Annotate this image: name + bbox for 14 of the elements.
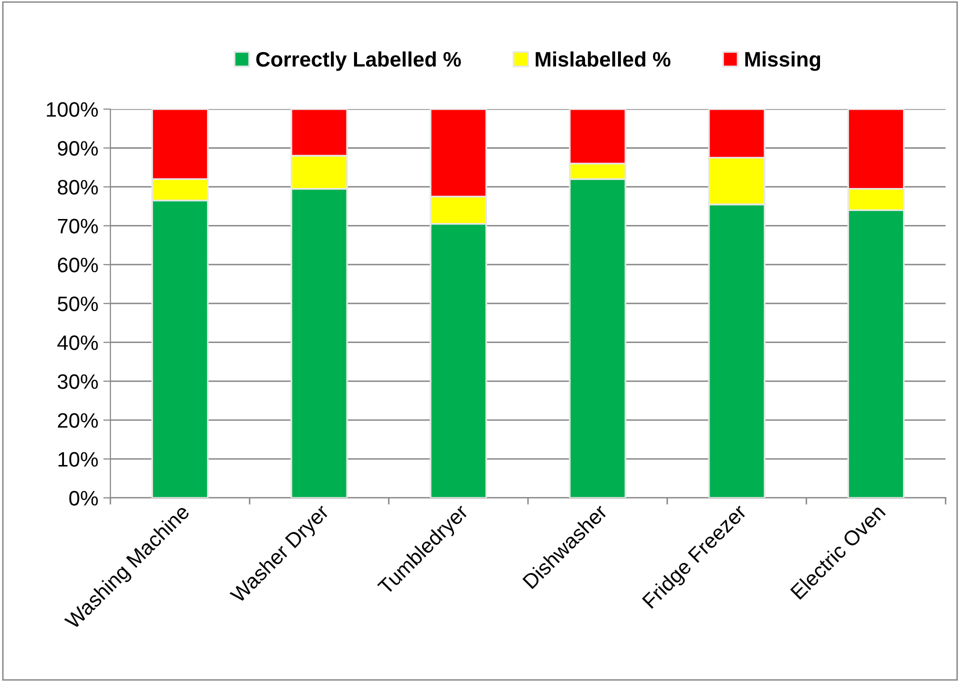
legend-label: Mislabelled % [536,51,670,67]
y-tick-label: 0% [69,490,98,506]
y-tick-label: 90% [58,140,98,156]
y-tick-label: 70% [58,218,98,234]
y-tick-label: 60% [58,258,98,272]
y-tick-label: 80% [58,180,98,195]
y-tick-label: 100% [46,102,98,117]
legend-label: Missing [745,51,820,71]
y-tick-label: 10% [58,452,98,467]
legend-label: Correctly Labelled % [256,51,461,71]
y-tick-label: 50% [58,296,98,312]
y-tick-label: 20% [58,413,98,428]
y-tick-label: 30% [58,374,98,389]
y-tick-label: 40% [57,335,98,350]
